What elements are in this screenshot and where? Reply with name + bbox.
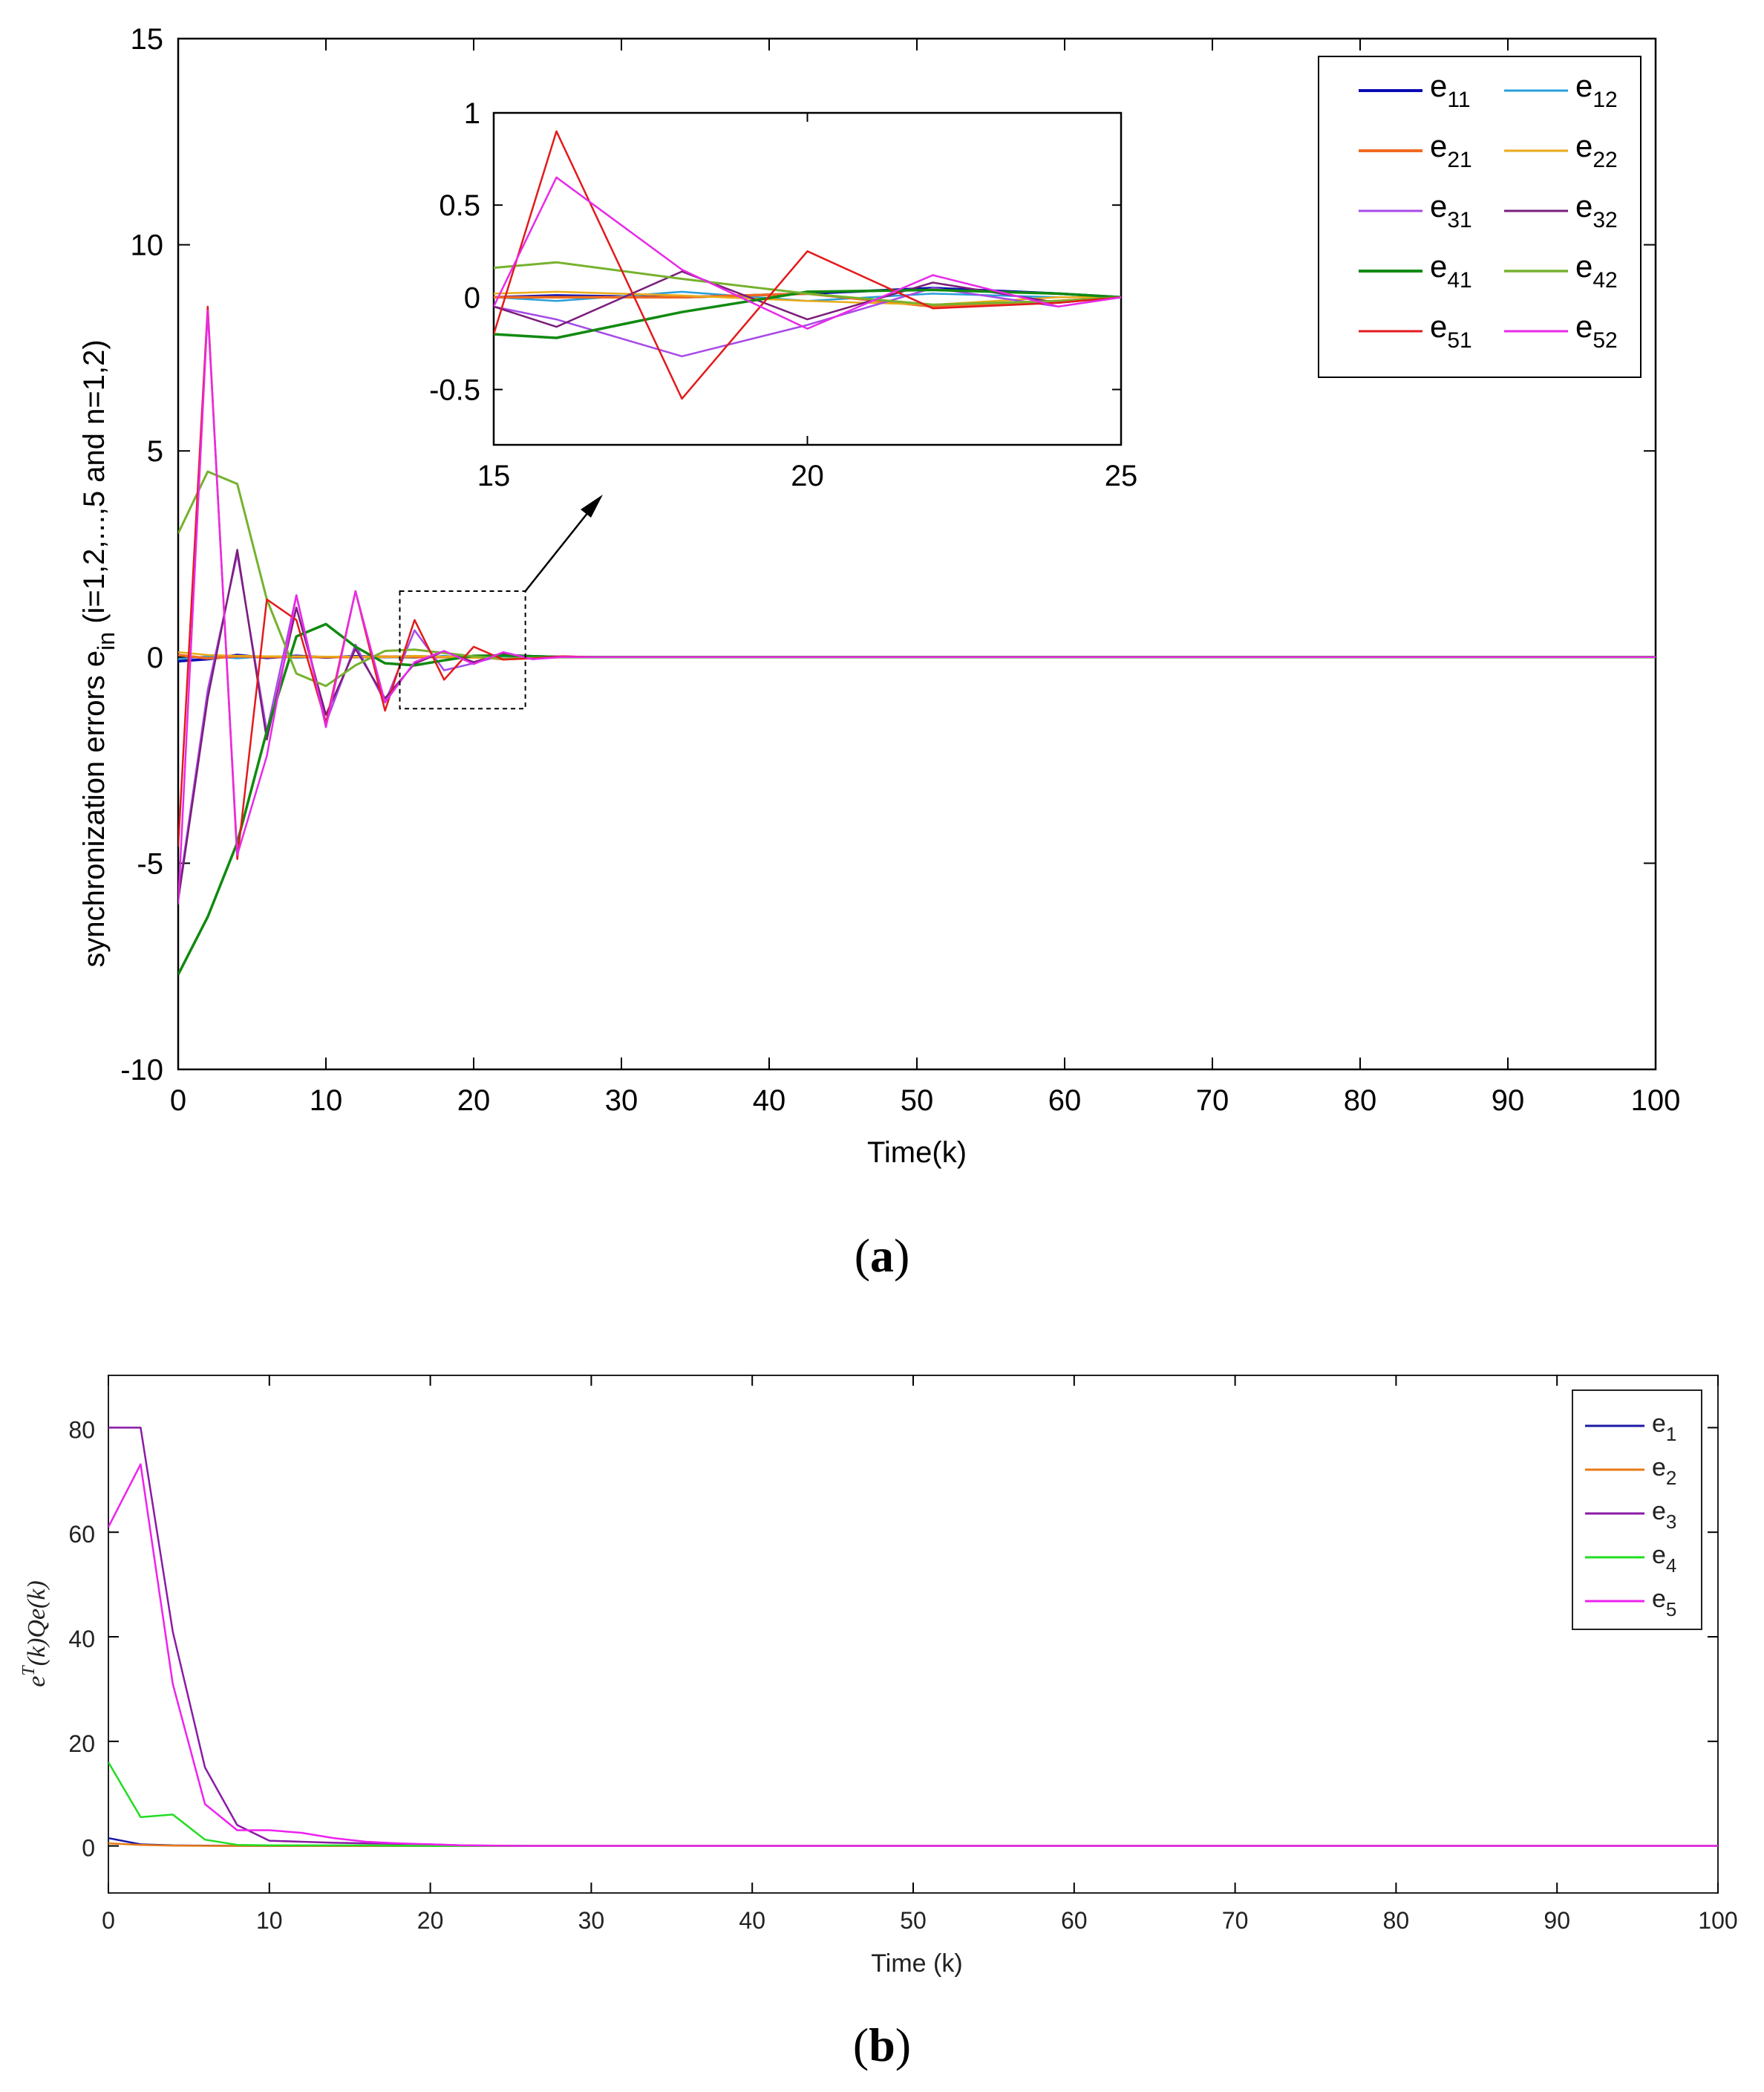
panel-a-legend-label-e11: e11 bbox=[1430, 68, 1471, 112]
inset-y-tick-label: 0.5 bbox=[439, 189, 480, 222]
caption-a: (a) bbox=[855, 1229, 910, 1282]
panel-a-x-tick-label: 90 bbox=[1492, 1084, 1525, 1117]
panel-b-legend-label-e1: e1 bbox=[1652, 1410, 1676, 1445]
panel-b-legend-label-e4: e4 bbox=[1652, 1541, 1676, 1577]
panel-b-x-tick-label: 0 bbox=[102, 1907, 115, 1934]
panel-a-x-tick-label: 20 bbox=[457, 1084, 491, 1117]
panel-a-x-tick-label: 30 bbox=[605, 1084, 638, 1117]
inset-x-tick-label: 25 bbox=[1105, 460, 1138, 492]
panel-a-y-tick-label: 15 bbox=[131, 23, 164, 56]
inset-series-e41 bbox=[494, 288, 1121, 339]
panel-a-y-tick-label: 0 bbox=[147, 642, 163, 674]
inset-y-tick-label: -0.5 bbox=[429, 374, 480, 407]
panel-b-y-tick-label: 40 bbox=[68, 1626, 95, 1652]
panel-b-series-e5 bbox=[108, 1463, 1718, 1847]
panel-a-x-tick-label: 100 bbox=[1631, 1084, 1681, 1117]
panel-a-legend: e11 e12 e21 e22 e31 e32 e41 e42 e51 e52 bbox=[1318, 56, 1642, 378]
panel-b-legend: e1 e2 e3 e4 e5 bbox=[1572, 1389, 1702, 1630]
panel-a-y-tick-label: -10 bbox=[120, 1054, 163, 1086]
panel-a-legend-label-e42: e42 bbox=[1575, 249, 1618, 293]
panel-b-y-tick-label: 0 bbox=[82, 1835, 95, 1862]
inset-x-tick-label: 20 bbox=[791, 460, 824, 492]
panel-b-y-label: eT(k)Qe(k) bbox=[19, 1580, 50, 1687]
panel-b-x-tick-label: 100 bbox=[1698, 1907, 1737, 1934]
panel-b-chart: 0 10 20 30 40 50 60 70 80 90 100 0 20 40 60 80 Time (k)… bbox=[19, 1375, 1738, 2071]
panel-a-legend-label-e41: e41 bbox=[1430, 249, 1472, 293]
inset-y-tick-label: 0 bbox=[464, 281, 480, 314]
panel-a-x-label: Time(k) bbox=[867, 1136, 967, 1169]
inset-series-e52 bbox=[494, 176, 1121, 330]
inset-axes-frame bbox=[492, 111, 1123, 446]
zoom-arrow bbox=[524, 504, 595, 592]
panel-a-x-tick-label: 60 bbox=[1048, 1084, 1082, 1117]
zoom-arrow-head bbox=[581, 495, 603, 518]
panel-a-x-tick-label: 40 bbox=[753, 1084, 786, 1117]
panel-a-y-label: synchronization errors ein (i=1,2,...,5 … bbox=[78, 339, 120, 967]
inset-x-tick-label: 15 bbox=[477, 460, 511, 492]
panel-a-x-tick-label: 0 bbox=[170, 1084, 186, 1117]
panel-a-legend-label-e51: e51 bbox=[1430, 309, 1472, 353]
panel-a-x-tick-label: 70 bbox=[1196, 1084, 1229, 1117]
panel-a-legend-label-e12: e12 bbox=[1575, 68, 1618, 112]
panel-b-x-tick-label: 10 bbox=[256, 1907, 283, 1934]
panel-a-inset-chart: 15 20 25 -0.5 0 0.5 1 bbox=[429, 97, 1137, 492]
panel-b-axes-frame bbox=[108, 1375, 1719, 1894]
panel-b-x-label: Time (k) bbox=[871, 1949, 962, 1978]
panel-b-y-tick-label: 80 bbox=[68, 1416, 95, 1443]
panel-a-legend-label-e21: e21 bbox=[1430, 128, 1472, 172]
panel-a-legend-label-e31: e31 bbox=[1430, 189, 1472, 232]
inset-series-e42 bbox=[494, 261, 1121, 306]
panel-a-legend-label-e22: e22 bbox=[1575, 128, 1618, 172]
panel-a-series-e52 bbox=[178, 310, 1656, 905]
panel-a-legend-box bbox=[1318, 56, 1642, 378]
panel-b-legend-label-e5: e5 bbox=[1652, 1585, 1676, 1620]
panel-b-x-tick-label: 60 bbox=[1061, 1907, 1088, 1934]
panel-a-y-tick-label: 10 bbox=[131, 229, 164, 262]
panel-a-y-tick-label: 5 bbox=[147, 435, 163, 468]
caption-b: (b) bbox=[853, 2018, 911, 2071]
panel-b-x-tick-label: 30 bbox=[578, 1907, 605, 1934]
panel-a-x-tick-label: 80 bbox=[1344, 1084, 1377, 1117]
panel-a-x-tick-label: 50 bbox=[901, 1084, 934, 1117]
panel-a-legend-label-e32: e32 bbox=[1575, 189, 1618, 232]
panel-b-legend-label-e3: e3 bbox=[1652, 1497, 1676, 1533]
panel-a-legend-label-e52: e52 bbox=[1575, 309, 1618, 353]
panel-a-y-tick-label: -5 bbox=[137, 847, 163, 880]
panel-b-y-tick-label: 20 bbox=[68, 1730, 95, 1757]
panel-b-legend-box bbox=[1572, 1389, 1702, 1630]
panel-b-y-tick-label: 60 bbox=[68, 1521, 95, 1548]
panel-b-x-tick-label: 70 bbox=[1222, 1907, 1249, 1934]
panel-b-x-tick-label: 20 bbox=[417, 1907, 444, 1934]
panel-a-x-tick-label: 10 bbox=[310, 1084, 343, 1117]
inset-y-tick-label: 1 bbox=[464, 97, 480, 130]
panel-b-x-tick-label: 40 bbox=[739, 1907, 765, 1934]
panel-b-x-tick-label: 50 bbox=[900, 1907, 927, 1934]
panel-b-legend-label-e2: e2 bbox=[1652, 1453, 1676, 1489]
panel-b-x-tick-label: 80 bbox=[1383, 1907, 1410, 1934]
inset-series-e22 bbox=[494, 290, 1121, 306]
zoom-region-box bbox=[399, 590, 526, 710]
inset-series-e51 bbox=[494, 130, 1121, 400]
panel-b-x-tick-label: 90 bbox=[1544, 1907, 1570, 1934]
